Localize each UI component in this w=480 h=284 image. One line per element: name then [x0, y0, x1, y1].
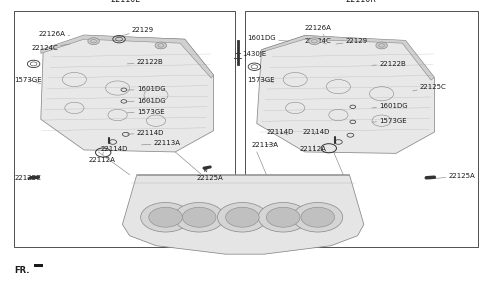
Circle shape [174, 202, 224, 232]
Text: 1601DG: 1601DG [127, 86, 166, 93]
Text: 1573GE: 1573GE [127, 109, 165, 115]
Text: 22112A: 22112A [89, 152, 116, 164]
Text: 1573GE: 1573GE [372, 118, 407, 124]
Circle shape [149, 207, 182, 227]
Text: 22114D: 22114D [266, 129, 294, 135]
Circle shape [293, 202, 343, 232]
Text: 22110R: 22110R [346, 0, 377, 4]
Text: 1601DG: 1601DG [127, 98, 166, 104]
Text: 22124C: 22124C [305, 38, 332, 44]
Polygon shape [122, 175, 364, 254]
Polygon shape [34, 264, 43, 267]
Text: 22125A: 22125A [430, 173, 476, 179]
Circle shape [301, 207, 335, 227]
Text: 1601DG: 1601DG [247, 35, 288, 41]
Text: 22114D: 22114D [127, 130, 164, 137]
Circle shape [258, 202, 308, 232]
Text: 22114D: 22114D [302, 129, 330, 135]
Text: 22125A: 22125A [197, 168, 224, 181]
Polygon shape [260, 36, 434, 80]
Circle shape [141, 202, 191, 232]
Circle shape [88, 38, 99, 45]
Text: 1573GE: 1573GE [14, 76, 42, 84]
Polygon shape [41, 35, 214, 78]
Text: 22114D: 22114D [101, 142, 128, 152]
Text: 22126A: 22126A [305, 25, 332, 36]
Text: 1430JE: 1430JE [242, 51, 267, 57]
Text: 22122B: 22122B [372, 61, 406, 67]
Text: 1601DG: 1601DG [372, 103, 408, 110]
Circle shape [182, 207, 216, 227]
Circle shape [376, 42, 387, 49]
Text: 22122B: 22122B [127, 59, 164, 66]
Text: 22125C: 22125C [413, 83, 447, 91]
Text: FR.: FR. [14, 266, 30, 275]
Text: 22113A: 22113A [252, 142, 279, 148]
Circle shape [226, 207, 259, 227]
Circle shape [217, 202, 267, 232]
Polygon shape [41, 36, 214, 152]
Text: 22110L: 22110L [110, 0, 140, 4]
Text: 22124C: 22124C [31, 44, 70, 51]
Polygon shape [257, 36, 434, 153]
Text: 22129: 22129 [336, 38, 368, 44]
Text: 1573GE: 1573GE [247, 76, 275, 83]
Text: 22113A: 22113A [142, 140, 180, 147]
Circle shape [309, 38, 320, 45]
Circle shape [266, 207, 300, 227]
Text: 22126A: 22126A [38, 31, 70, 37]
Text: 22129: 22129 [118, 27, 154, 37]
Text: 22125C: 22125C [14, 174, 41, 181]
Text: 22112A: 22112A [300, 145, 327, 152]
Circle shape [155, 42, 167, 49]
